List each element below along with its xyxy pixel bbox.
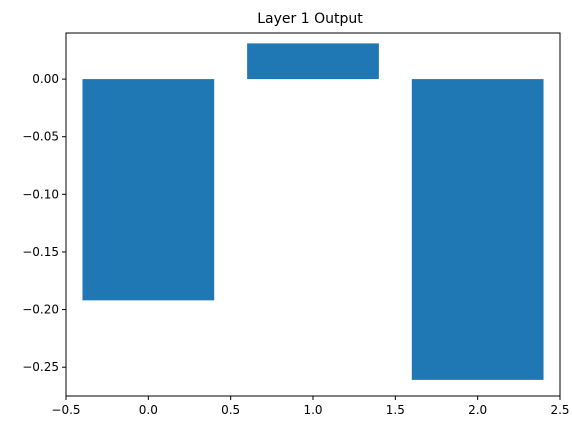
x-tick-label: 0.0 [139, 403, 158, 417]
y-tick-label: 0.00 [32, 72, 59, 86]
bar-2 [411, 79, 544, 380]
x-tick-label: 2.0 [468, 403, 487, 417]
bars-layer [82, 43, 544, 380]
x-tick-label: 1.5 [386, 403, 405, 417]
x-tick-label: −0.5 [51, 403, 80, 417]
x-axis: −0.5 0.0 0.5 1.0 1.5 2.0 2.5 [51, 396, 570, 417]
x-tick-label: 0.5 [221, 403, 240, 417]
chart-title: Layer 1 Output [257, 11, 363, 27]
y-tick-label: −0.20 [22, 303, 59, 317]
x-tick-label: 2.5 [550, 403, 569, 417]
bar-1 [247, 43, 379, 80]
y-tick-label: −0.25 [22, 360, 59, 374]
y-tick-label: −0.10 [22, 187, 59, 201]
y-axis: 0.00 −0.05 −0.10 −0.15 −0.20 −0.25 [22, 72, 66, 374]
x-tick-label: 1.0 [303, 403, 322, 417]
y-tick-label: −0.15 [22, 245, 59, 259]
y-tick-label: −0.05 [22, 130, 59, 144]
bar-0 [82, 79, 215, 301]
